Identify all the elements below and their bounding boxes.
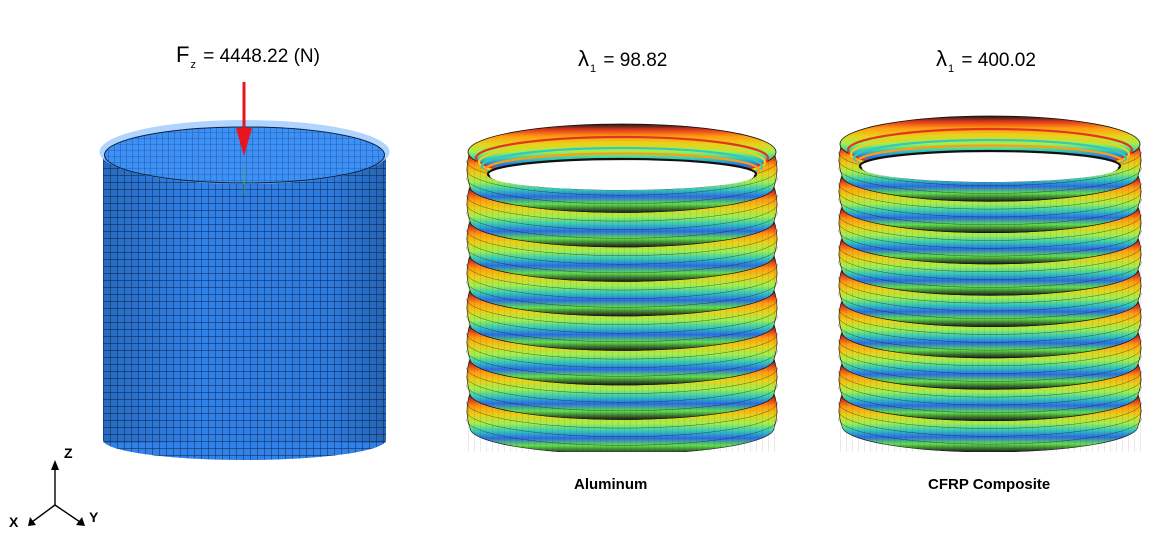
cylinder-top-face: [104, 127, 385, 183]
aluminum-buckling-mode: [466, 123, 778, 452]
x-axis-arrow-icon: [28, 517, 36, 526]
lambda-symbol-aluminum: λ: [578, 46, 589, 71]
cfrp-opening: [862, 154, 1118, 182]
eigenvalue-cfrp: = 400.02: [961, 50, 1036, 71]
lambda-subscript-cfrp: 1: [948, 63, 955, 75]
coordinate-triad: [28, 460, 85, 526]
eigenvalue-aluminum: = 98.82: [603, 50, 668, 71]
cfrp-eigenvalue-title: λ1 = 400.02: [936, 46, 1036, 75]
loaded-cylinder-mesh: [99, 82, 390, 460]
x-axis-line: [31, 504, 56, 523]
axis-label-x: X: [9, 514, 19, 530]
force-value: = 4448.22 (N): [203, 46, 320, 67]
z-axis-arrow-icon: [51, 460, 59, 470]
aluminum-eigenvalue-title: λ1 = 98.82: [578, 46, 667, 75]
axis-label-y: Y: [89, 509, 99, 525]
cfrp-mesh-lines: [836, 144, 1144, 452]
cfrp-buckling-mode: [836, 115, 1144, 452]
cfrp-caption: CFRP Composite: [928, 476, 1051, 493]
aluminum-caption: Aluminum: [574, 476, 648, 493]
aluminum-opening: [490, 162, 754, 190]
load-arrow-icon: [236, 128, 252, 156]
axis-label-z: Z: [64, 445, 73, 461]
aluminum-mesh-lines: [466, 152, 778, 452]
force-subscript: z: [190, 59, 196, 71]
y-axis-arrow-icon: [76, 517, 85, 526]
force-symbol: F: [176, 42, 190, 67]
lambda-symbol-cfrp: λ: [936, 46, 947, 71]
load-title: Fz = 4448.22 (N): [176, 42, 320, 71]
y-axis-line: [54, 504, 81, 523]
lambda-subscript-aluminum: 1: [590, 63, 597, 75]
